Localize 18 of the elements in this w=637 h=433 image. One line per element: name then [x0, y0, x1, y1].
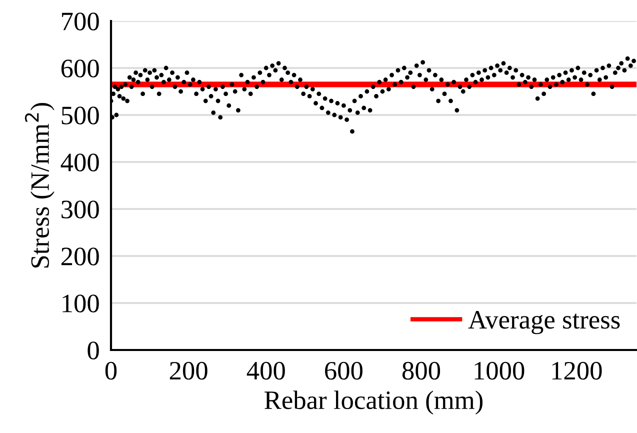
y-tick-label: 0	[88, 342, 99, 360]
y-tick-label: 400	[60, 154, 99, 172]
x-tick-label: 400	[246, 362, 285, 380]
legend-label: Average stress	[468, 311, 620, 334]
x-tick-label: 1200	[552, 362, 602, 380]
x-tick-label: 200	[170, 362, 208, 380]
x-tick-label: 1000	[474, 362, 524, 380]
x-tick-label: 0	[105, 362, 117, 380]
y-tick-label: 700	[62, 12, 99, 30]
y-tick-label: 200	[61, 248, 99, 266]
y-tick-label: 500	[62, 106, 99, 124]
y-tick-label: 600	[61, 60, 99, 78]
x-tick-label: 800	[402, 362, 440, 380]
y-axis-title: Stress (N/mm$^{2}$)	[24, 103, 54, 268]
y-tick-label: 300	[62, 200, 99, 218]
y-tick-label: 100	[62, 294, 99, 312]
x-tick-label: 600	[325, 362, 362, 380]
x-axis-title: Rebar location (mm)	[264, 390, 483, 415]
